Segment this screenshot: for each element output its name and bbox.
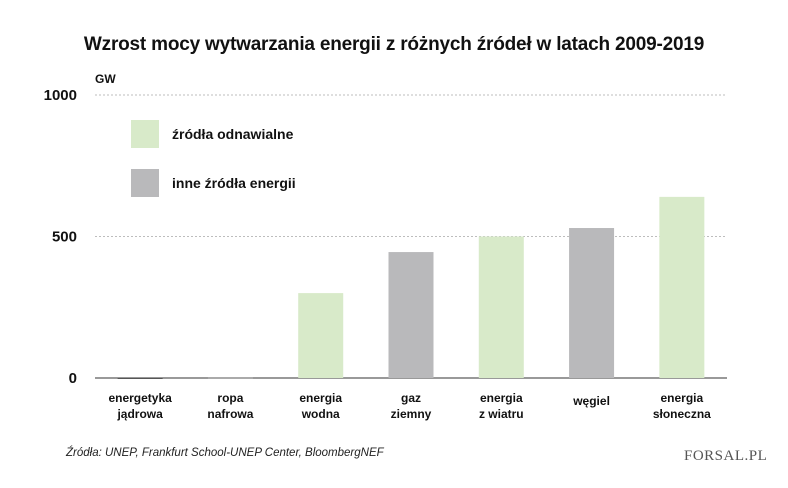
chart-title: Wzrost mocy wytwarzania energii z różnyc…	[83, 34, 705, 55]
bar	[298, 293, 344, 378]
category-label: węgiel	[572, 394, 610, 408]
unit-label: GW	[95, 72, 116, 86]
category-labels: energetyka jądrowa ropa nafrowa energia wodna…	[108, 391, 711, 421]
bars	[117, 196, 705, 379]
category-label: jądrowa	[116, 407, 163, 421]
brand-logo: FORSAL.PL	[684, 448, 768, 464]
source-note: Źródła: UNEP, Frankfurt School-UNEP Cent…	[66, 447, 384, 459]
category-label: z wiatru	[479, 407, 524, 421]
category-label: energia	[299, 391, 342, 405]
legend-label: inne źródła energii	[172, 175, 296, 191]
legend-swatch	[131, 120, 159, 148]
bar	[117, 378, 163, 379]
category-label: słoneczna	[653, 407, 711, 421]
category-label: energetyka	[108, 391, 172, 405]
category-label: nafrowa	[207, 407, 253, 421]
category-label: energia	[480, 391, 523, 405]
legend-label: źródła odnawialne	[172, 126, 294, 142]
bar	[569, 228, 615, 378]
y-tick-label: 500	[52, 229, 77, 246]
category-label: wodna	[301, 407, 340, 421]
y-tick-label: 0	[69, 370, 77, 387]
bar	[207, 377, 253, 379]
y-tick-labels: 0 500 1000	[44, 87, 77, 387]
legend-swatch	[131, 169, 159, 197]
category-label: ziemny	[391, 407, 432, 421]
bar	[388, 252, 434, 378]
bar	[478, 236, 524, 378]
category-label: gaz	[401, 391, 421, 405]
bar	[659, 196, 705, 378]
category-label: energia	[661, 391, 704, 405]
y-tick-label: 1000	[44, 87, 77, 104]
category-label: ropa	[217, 391, 243, 405]
legend: źródła odnawialne inne źródła energii	[131, 120, 296, 197]
